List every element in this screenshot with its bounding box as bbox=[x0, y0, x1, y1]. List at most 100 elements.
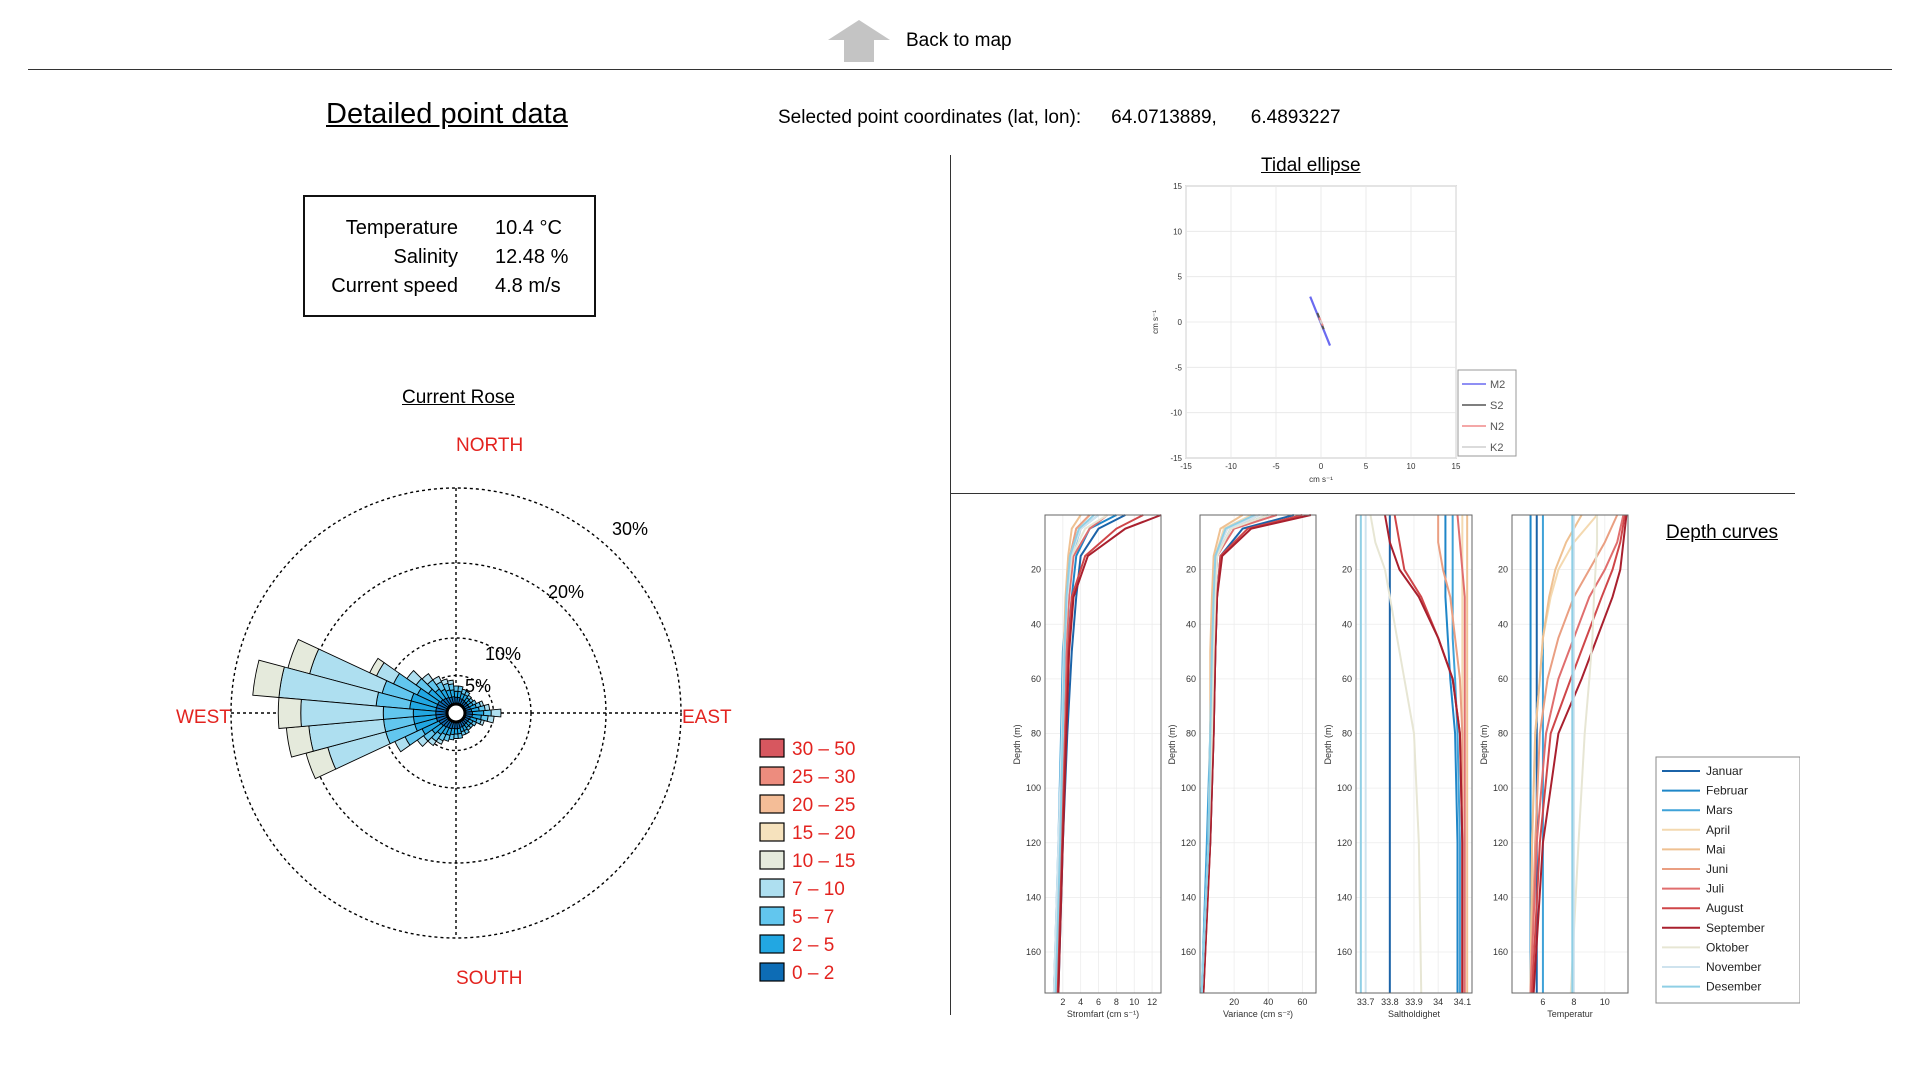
rose-legend-swatch bbox=[759, 906, 785, 926]
depth-legend-label: Desember bbox=[1706, 980, 1761, 994]
top-divider bbox=[28, 69, 1892, 70]
rose-bar-segment bbox=[277, 697, 302, 729]
depth-tick-label: 140 bbox=[1026, 892, 1041, 902]
depth-legend-label: Juli bbox=[1706, 882, 1724, 896]
tidal-ellipse-title: Tidal ellipse bbox=[1261, 155, 1361, 176]
depth-tick-label: 60 bbox=[1186, 674, 1196, 684]
tidal-ellipse-chart: -15-15 -10 -10 -5 -5 0 0 5 5 10 10 15 15 cm s⁻¹ cm s… bbox=[1151, 182, 1517, 484]
depth-tick-label: 20 bbox=[1186, 565, 1196, 575]
depth-ylabel: Depth (m) bbox=[1012, 724, 1022, 764]
rose-legend-label: 30 – 50 bbox=[792, 739, 855, 760]
tidal-ytick-label: 0 bbox=[1178, 318, 1183, 327]
depth-legend-label: Januar bbox=[1706, 764, 1743, 778]
direction-east: EAST bbox=[682, 707, 732, 728]
rose-legend: 30 – 50 25 – 30 20 – 25 15 – 20 10 – 15 7 – 1… bbox=[759, 738, 855, 984]
rose-legend-label: 10 – 15 bbox=[792, 851, 855, 872]
tidal-xtick-label: 15 bbox=[1452, 462, 1461, 471]
summary-label: Salinity bbox=[393, 246, 458, 268]
rose-legend-label: 20 – 25 bbox=[792, 795, 855, 816]
rose-bar-segment bbox=[483, 703, 491, 711]
depth-tick-label: 160 bbox=[1026, 947, 1041, 957]
rose-legend-swatch bbox=[759, 878, 785, 898]
summary-row: Temperature 10.4 °C bbox=[305, 217, 594, 241]
tidal-legend-label: S2 bbox=[1490, 400, 1503, 412]
rose-bar-segment bbox=[490, 708, 502, 718]
depth-tick-label: 80 bbox=[1498, 729, 1508, 739]
depth-tick-label: 140 bbox=[1181, 892, 1196, 902]
rose-bar-segment bbox=[287, 638, 320, 675]
depth-panel-border bbox=[1199, 514, 1317, 994]
depth-xtick-label: 60 bbox=[1297, 997, 1307, 1007]
depth-xlabel: Saltholdighet bbox=[1388, 1009, 1441, 1019]
ring-label: 10% bbox=[485, 644, 521, 664]
summary-label: Current speed bbox=[331, 275, 458, 297]
depth-series-line bbox=[1531, 514, 1626, 994]
depth-series-line bbox=[1456, 514, 1466, 993]
rose-legend-label: 7 – 10 bbox=[792, 879, 845, 900]
depth-tick-label: 20 bbox=[1031, 565, 1041, 575]
direction-south: SOUTH bbox=[456, 968, 523, 989]
tidal-legend: M2 S2 N2 K2 bbox=[1457, 369, 1517, 457]
depth-xtick-label: 6 bbox=[1540, 997, 1545, 1007]
depth-xlabel: Stromfart (cm s⁻¹) bbox=[1067, 1009, 1139, 1019]
rose-bar-segment bbox=[252, 659, 285, 698]
rose-ring bbox=[230, 487, 682, 939]
depth-xtick-label: 33.9 bbox=[1405, 997, 1423, 1007]
depth-xtick-label: 4 bbox=[1078, 997, 1083, 1007]
depth-ylabel: Depth (m) bbox=[1167, 724, 1177, 764]
page-title: Detailed point data bbox=[326, 98, 568, 130]
summary-value: 12.48 % bbox=[495, 246, 569, 268]
vertical-divider bbox=[950, 155, 951, 1015]
tidal-legend-label: N2 bbox=[1490, 421, 1504, 433]
tidal-ytick-label: -10 bbox=[1170, 409, 1182, 418]
rose-legend-swatch bbox=[759, 934, 785, 954]
depth-tick-label: 140 bbox=[1493, 892, 1508, 902]
ring-label: 30% bbox=[612, 519, 648, 539]
direction-north: NORTH bbox=[456, 435, 523, 456]
ring-label: 5% bbox=[465, 676, 491, 696]
depth-tick-label: 160 bbox=[1493, 947, 1508, 957]
horizontal-divider bbox=[950, 493, 1795, 494]
rose-legend-swatch bbox=[759, 850, 785, 870]
tidal-xtick-label: -5 bbox=[1272, 462, 1280, 471]
tidal-ytick-label: 10 bbox=[1173, 227, 1182, 236]
depth-series-line bbox=[1200, 514, 1256, 994]
depth-xtick-label: 8 bbox=[1114, 997, 1119, 1007]
depth-tick-label: 100 bbox=[1337, 783, 1352, 793]
rose-bar-segment bbox=[435, 710, 448, 716]
depth-tick-label: 140 bbox=[1337, 892, 1352, 902]
depth-panel-border bbox=[1044, 514, 1162, 994]
tidal-lines bbox=[1309, 296, 1332, 346]
depth-ylabel: Depth (m) bbox=[1323, 724, 1333, 764]
depth-series-line bbox=[1057, 514, 1162, 994]
depth-tick-label: 40 bbox=[1342, 619, 1352, 629]
rose-bar-segment bbox=[406, 669, 423, 686]
direction-west: WEST bbox=[176, 707, 231, 728]
depth-panel: 20 40 60 80 100 120 140 160 2 4 6 8 10 12 Stromfart (c… bbox=[1012, 514, 1162, 1019]
depth-series-line bbox=[1451, 515, 1461, 993]
rose-bar-segment bbox=[479, 719, 485, 726]
summary-row: Current speed 4.8 m/s bbox=[305, 275, 594, 299]
tidal-xtick-label: 5 bbox=[1364, 462, 1369, 471]
tidal-xtick-label: 0 bbox=[1319, 462, 1324, 471]
depth-tick-label: 60 bbox=[1498, 674, 1508, 684]
depth-series-line bbox=[1369, 514, 1423, 994]
tidal-legend-label: K2 bbox=[1490, 442, 1503, 454]
back-to-map-link[interactable]: Back to map bbox=[826, 16, 1012, 66]
rose-legend-swatch bbox=[759, 738, 785, 758]
rose-bar-segment bbox=[285, 725, 314, 758]
depth-xtick-label: 34 bbox=[1433, 997, 1443, 1007]
tidal-xtick-label: -15 bbox=[1180, 462, 1192, 471]
depth-xlabel: Temperatur bbox=[1547, 1009, 1593, 1019]
depth-legend-label: April bbox=[1706, 823, 1730, 837]
depth-panel-border bbox=[1511, 514, 1629, 994]
depth-tick-label: 60 bbox=[1031, 674, 1041, 684]
depth-tick-label: 100 bbox=[1493, 783, 1508, 793]
depth-xtick-label: 20 bbox=[1229, 997, 1239, 1007]
depth-xlabel: Variance (cm s⁻²) bbox=[1223, 1009, 1293, 1019]
depth-tick-label: 40 bbox=[1498, 619, 1508, 629]
depth-panel-frame bbox=[1199, 514, 1317, 994]
rose-bar-segment bbox=[446, 679, 454, 686]
rose-legend-swatch bbox=[759, 822, 785, 842]
rose-legend-label: 15 – 20 bbox=[792, 823, 855, 844]
